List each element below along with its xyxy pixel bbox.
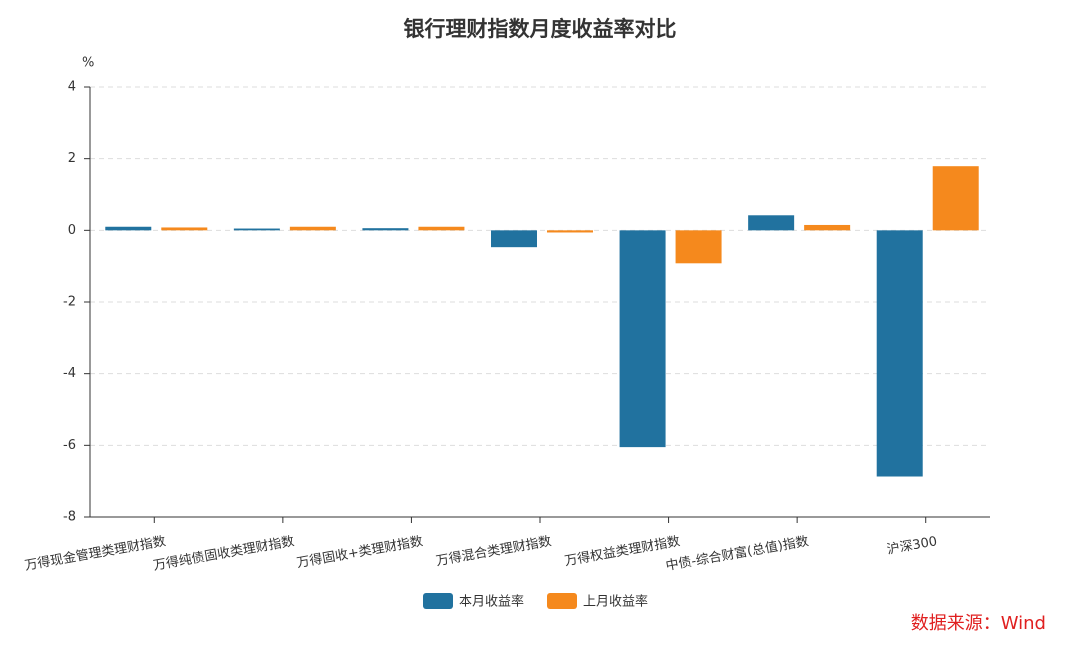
- y-axis-label: %: [82, 56, 94, 71]
- bar: [105, 226, 152, 231]
- legend-label: 上月收益率: [583, 594, 648, 610]
- bar: [932, 166, 979, 231]
- bar: [675, 230, 722, 264]
- chart-title: 银行理财指数月度收益率对比: [404, 17, 677, 41]
- y-tick-label: -8: [63, 510, 76, 525]
- y-tick-label: 0: [68, 223, 76, 238]
- bar: [748, 215, 795, 231]
- y-tick-label: 4: [68, 80, 76, 95]
- bar: [804, 224, 851, 231]
- legend-swatch: [547, 593, 577, 609]
- bar: [161, 227, 208, 231]
- x-tick-label: 万得固收+类理财指数: [295, 533, 424, 571]
- bar: [491, 230, 537, 248]
- x-tick-label: 沪深300: [886, 533, 939, 558]
- y-tick-label: -4: [63, 366, 76, 381]
- bar: [289, 226, 336, 231]
- source-note: 数据来源：Wind: [911, 613, 1046, 634]
- bar: [362, 228, 409, 231]
- legend-swatch: [423, 593, 453, 609]
- y-tick-label: 2: [68, 151, 76, 166]
- y-tick-label: -6: [63, 438, 76, 453]
- x-tick-label: 万得现金管理类理财指数: [23, 533, 167, 574]
- bar: [619, 230, 666, 448]
- y-tick-label: -2: [63, 295, 76, 310]
- bar: [876, 230, 923, 477]
- bar: [547, 230, 593, 233]
- x-tick-label: 万得权益类理财指数: [563, 533, 681, 569]
- bar: [418, 226, 465, 231]
- legend-label: 本月收益率: [459, 594, 524, 610]
- x-tick-label: 万得纯债固收类理财指数: [152, 533, 296, 574]
- x-tick-label: 万得混合类理财指数: [435, 533, 553, 569]
- bar: [233, 228, 280, 231]
- x-tick-label: 中债-综合财富(总值)指数: [664, 533, 809, 574]
